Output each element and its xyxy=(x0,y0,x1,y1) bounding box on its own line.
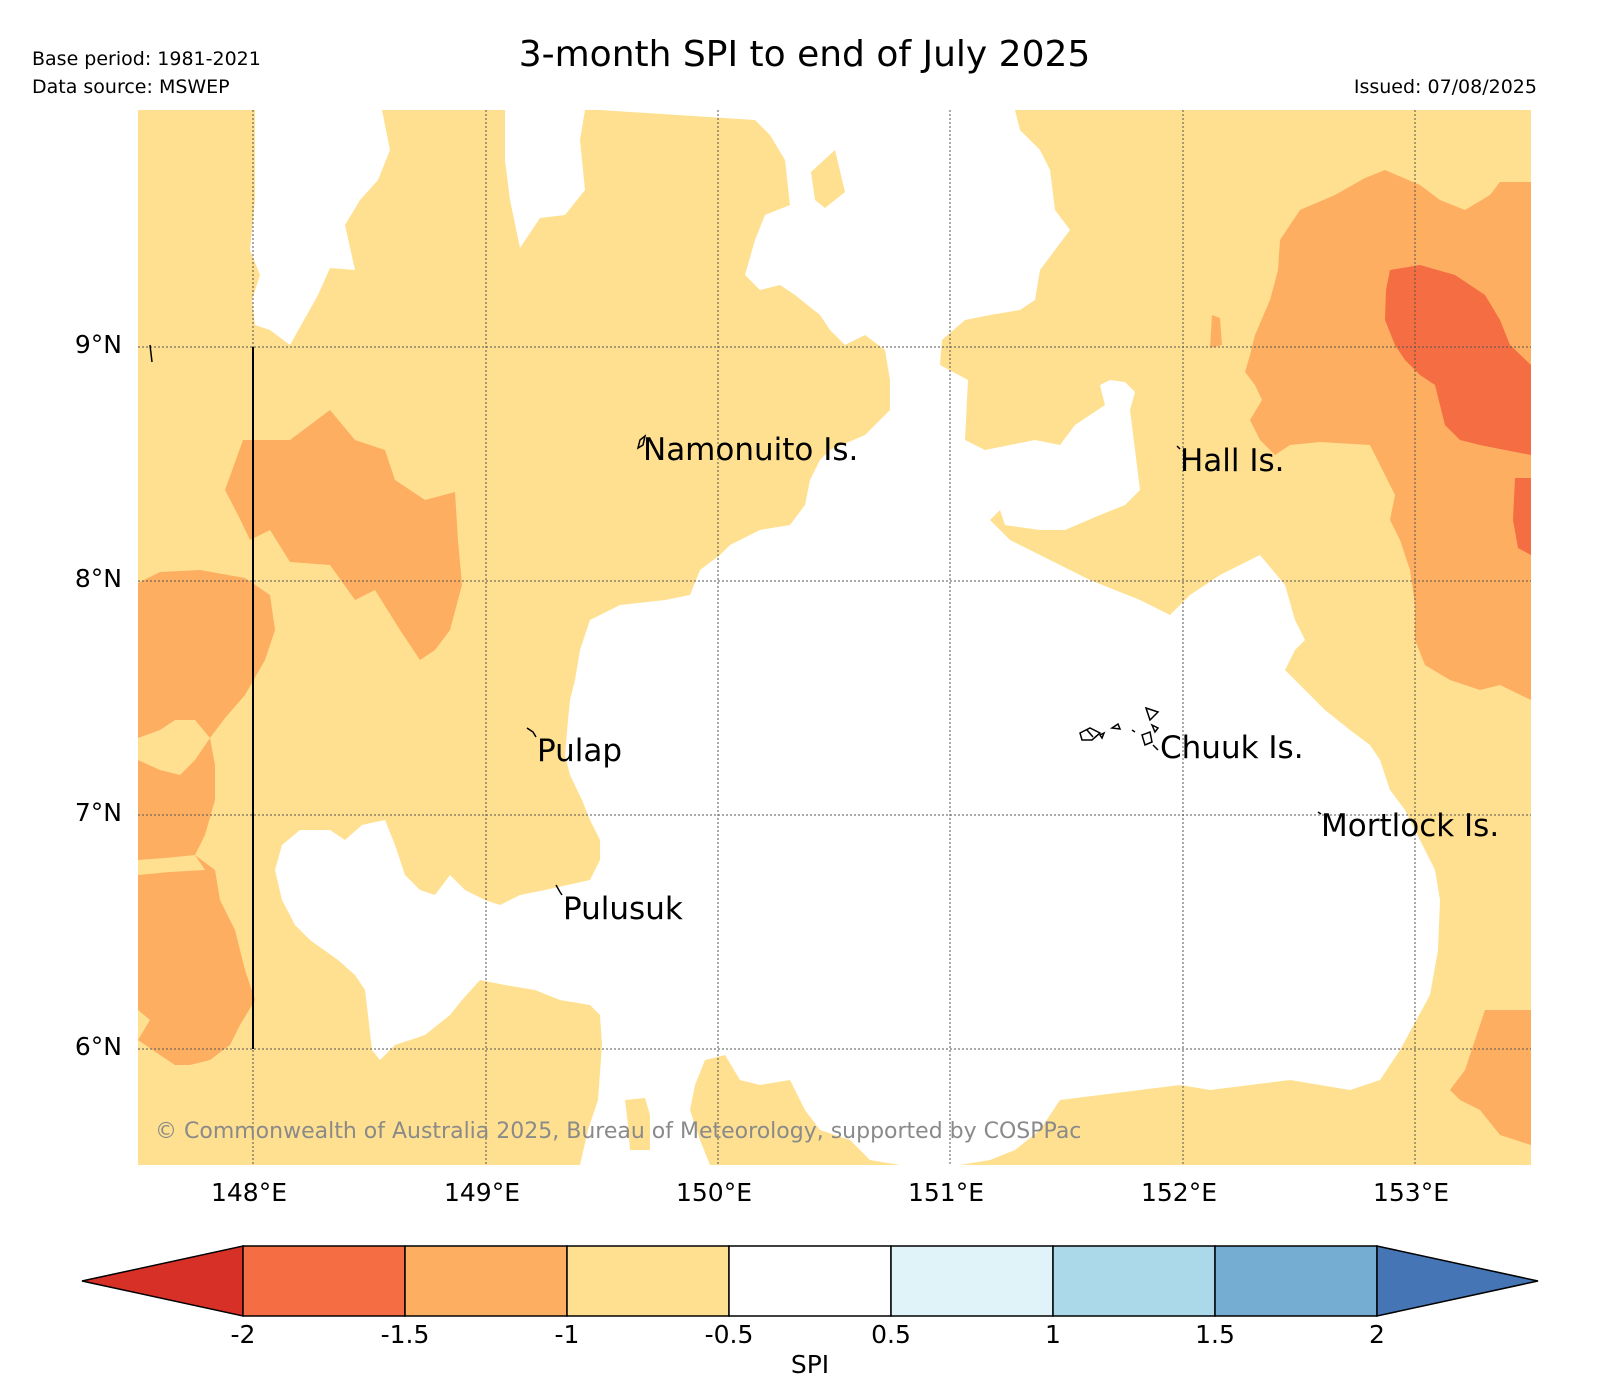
colorbar-tick: 0.5 xyxy=(871,1320,911,1349)
lon-label-153e: 153°E xyxy=(1373,1178,1450,1207)
copyright-notice: © Commonwealth of Australia 2025, Bureau… xyxy=(155,1119,1082,1144)
colorbar-tick: -2 xyxy=(230,1320,256,1349)
base-period-label: Base period: 1981-2021 xyxy=(32,48,261,70)
lat-label-6n: 6°N xyxy=(74,1032,122,1061)
lon-label-152e: 152°E xyxy=(1141,1178,1218,1207)
colorbar-tick: 1.5 xyxy=(1195,1320,1235,1349)
island-outlines xyxy=(149,344,1322,896)
lon-label-149e: 149°E xyxy=(444,1178,521,1207)
spi-severely-dry-areas xyxy=(1385,265,1531,555)
lat-label-7n: 7°N xyxy=(74,798,122,827)
lat-label-9n: 9°N xyxy=(74,330,122,359)
colorbar-tick: 2 xyxy=(1369,1320,1385,1349)
place-label-namonuito: Namonuito Is. xyxy=(643,432,859,468)
graticule xyxy=(138,110,1531,1165)
map-title: 3-month SPI to end of July 2025 xyxy=(518,34,1091,75)
place-label-hall: Hall Is. xyxy=(1180,443,1285,479)
spi-map-fields xyxy=(138,110,1531,1165)
lon-label-151e: 151°E xyxy=(908,1178,985,1207)
place-label-mortlock: Mortlock Is. xyxy=(1321,808,1500,844)
colorbar-tick: -1 xyxy=(554,1320,580,1349)
data-source-label: Data source: MSWEP xyxy=(32,76,230,98)
colorbar-tick: 1 xyxy=(1045,1320,1061,1349)
issued-date-label: Issued: 07/08/2025 xyxy=(1353,76,1537,98)
lon-label-150e: 150°E xyxy=(676,1178,753,1207)
place-label-pulusuk: Pulusuk xyxy=(563,891,683,927)
lon-label-148e: 148°E xyxy=(211,1178,288,1207)
lat-label-8n: 8°N xyxy=(74,564,122,593)
colorbar-label: SPI xyxy=(790,1350,830,1379)
colorbar-tick: -0.5 xyxy=(704,1320,754,1349)
place-label-pulap: Pulap xyxy=(537,733,623,769)
spi-normal-areas xyxy=(250,110,1440,1165)
place-label-chuuk: Chuuk Is. xyxy=(1160,730,1304,766)
colorbar-tick: -1.5 xyxy=(380,1320,430,1349)
